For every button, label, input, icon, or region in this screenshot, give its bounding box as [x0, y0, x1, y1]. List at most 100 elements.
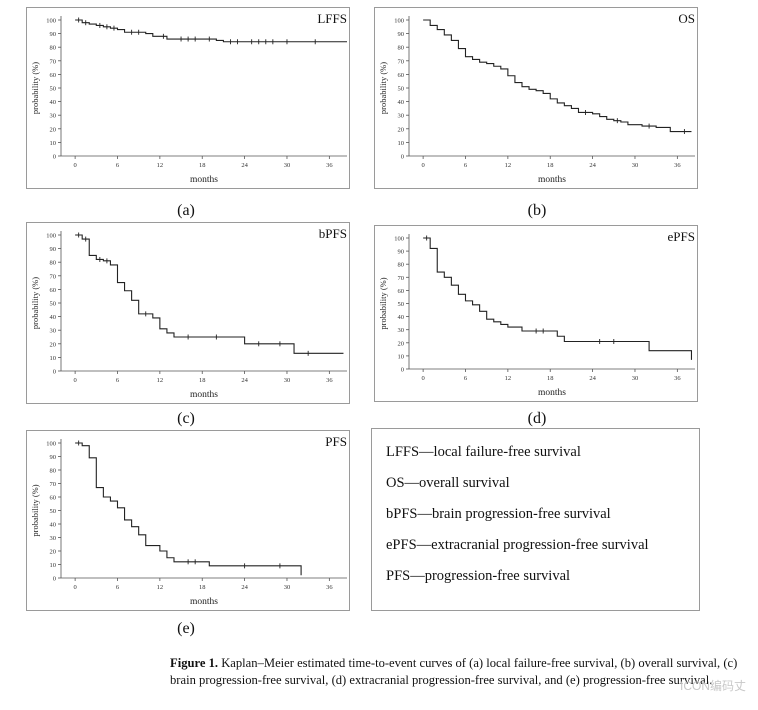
x-tick-label: 0: [73, 162, 76, 169]
x-tick-label: 12: [157, 584, 164, 591]
x-tick-label: 0: [421, 375, 424, 382]
caption-label: Figure 1.: [170, 656, 219, 670]
legend-item-lffs: LFFS—local failure-free survival: [386, 444, 581, 460]
y-tick-label: 50: [50, 301, 57, 308]
x-tick-label: 18: [199, 162, 206, 169]
y-tick-label: 70: [50, 58, 57, 65]
y-tick-label: 70: [398, 58, 405, 65]
y-tick-label: 70: [398, 275, 405, 282]
x-tick-label: 6: [116, 584, 120, 591]
y-tick-label: 10: [398, 140, 405, 147]
x-tick-label: 24: [241, 377, 248, 384]
legend-item-epfs: ePFS—extracranial progression-free survi…: [386, 537, 649, 553]
y-tick-label: 20: [50, 341, 57, 348]
chart-b-svg: 0 10 20 30 40 50 60 70 80 90 100 0 6 12 18 24 30 36 months…: [378, 11, 695, 185]
y-tick-label: 10: [50, 355, 57, 362]
panel-label-e: (e): [177, 620, 195, 637]
y-tick-label: 40: [398, 99, 405, 106]
y-tick-label: 100: [46, 441, 56, 448]
y-tick-label: 40: [50, 522, 57, 529]
chart-a-svg: 0 10 20 30 40 50 60 70 80 90 100 0 6 12 18 24 30 36 months…: [30, 11, 347, 185]
x-tick-label: 0: [421, 162, 424, 169]
panel-a: 0 10 20 30 40 50 60 70 80 90 100 0 6 12 18 24 30 36 months…: [26, 7, 350, 189]
panel-c: 0 10 20 30 40 50 60 70 80 90 100 0 6 12 18 24 30 36 months…: [26, 222, 350, 404]
x-tick-label: 36: [326, 162, 333, 169]
legend-item-bpfs: bPFS—brain progression-free survival: [386, 506, 611, 522]
y-tick-label: 30: [50, 535, 57, 542]
x-tick-label: 24: [241, 162, 248, 169]
y-tick-label: 20: [398, 126, 405, 133]
chart-title: LFFS: [317, 11, 347, 26]
chart-title: PFS: [325, 434, 347, 449]
y-tick-label: 70: [50, 273, 57, 280]
survival-curve: [75, 442, 302, 576]
x-tick-label: 6: [464, 375, 468, 382]
y-tick-label: 90: [50, 31, 57, 38]
y-tick-label: 20: [398, 340, 405, 347]
x-tick-label: 24: [241, 584, 248, 591]
y-tick-label: 60: [50, 495, 57, 502]
x-tick-label: 24: [589, 375, 596, 382]
y-tick-label: 100: [394, 18, 404, 25]
figure-caption: Figure 1. Kaplan–Meier estimated time-to…: [170, 655, 750, 689]
panel-label-c: (c): [177, 410, 195, 427]
y-tick-label: 20: [50, 549, 57, 556]
y-tick-label: 80: [398, 262, 405, 269]
y-axis-label: probability (%): [30, 484, 40, 536]
x-tick-label: 36: [674, 162, 681, 169]
y-tick-label: 10: [50, 140, 57, 147]
y-tick-label: 40: [398, 314, 405, 321]
survival-curve: [423, 237, 693, 360]
y-tick-label: 100: [394, 236, 404, 243]
y-tick-label: 0: [401, 154, 404, 161]
y-axis-label: probability (%): [30, 62, 40, 114]
y-tick-label: 30: [50, 328, 57, 335]
y-tick-label: 20: [50, 126, 57, 133]
y-tick-label: 0: [53, 154, 56, 161]
y-tick-label: 60: [50, 72, 57, 79]
x-tick-label: 18: [199, 377, 206, 384]
y-tick-label: 50: [398, 301, 405, 308]
x-tick-label: 6: [116, 162, 120, 169]
y-tick-label: 40: [50, 314, 57, 321]
y-tick-label: 90: [398, 31, 405, 38]
y-tick-label: 30: [398, 327, 405, 334]
x-tick-label: 30: [284, 584, 291, 591]
y-axis-label: probability (%): [30, 277, 40, 329]
y-tick-label: 30: [398, 113, 405, 120]
y-axis-label: probability (%): [378, 62, 388, 114]
y-tick-label: 80: [50, 260, 57, 267]
chart-e-svg: 0 10 20 30 40 50 60 70 80 90 100 0 6 12 18 24 30 36 months…: [30, 434, 347, 607]
x-tick-label: 18: [547, 375, 554, 382]
x-tick-label: 18: [547, 162, 554, 169]
chart-title: OS: [678, 11, 695, 26]
x-tick-label: 36: [674, 375, 681, 382]
y-tick-label: 80: [398, 45, 405, 52]
legend-item-os: OS—overall survival: [386, 475, 510, 491]
panel-d: 0 10 20 30 40 50 60 70 80 90 100 0 6 12 18 24 30 36 months…: [374, 225, 698, 402]
x-tick-label: 0: [73, 377, 76, 384]
x-tick-label: 30: [632, 162, 639, 169]
y-tick-label: 10: [398, 353, 405, 360]
x-axis-label: months: [538, 175, 566, 185]
x-tick-label: 6: [464, 162, 468, 169]
y-tick-label: 100: [46, 18, 56, 25]
x-tick-label: 12: [157, 377, 164, 384]
chart-title: bPFS: [319, 226, 347, 241]
y-tick-label: 40: [50, 99, 57, 106]
x-tick-label: 24: [589, 162, 596, 169]
y-tick-label: 50: [398, 86, 405, 93]
panel-b: 0 10 20 30 40 50 60 70 80 90 100 0 6 12 18 24 30 36 months…: [374, 7, 698, 189]
x-tick-label: 36: [326, 584, 333, 591]
y-tick-label: 0: [53, 369, 56, 376]
y-tick-label: 80: [50, 468, 57, 475]
caption-text: Kaplan–Meier estimated time-to-event cur…: [170, 656, 738, 687]
panel-label-d: (d): [527, 410, 547, 427]
y-tick-label: 60: [398, 288, 405, 295]
y-tick-label: 100: [46, 233, 56, 240]
x-tick-label: 30: [284, 162, 291, 169]
y-tick-label: 70: [50, 481, 57, 488]
y-tick-label: 50: [50, 86, 57, 93]
y-tick-label: 30: [50, 113, 57, 120]
y-tick-label: 90: [50, 246, 57, 253]
